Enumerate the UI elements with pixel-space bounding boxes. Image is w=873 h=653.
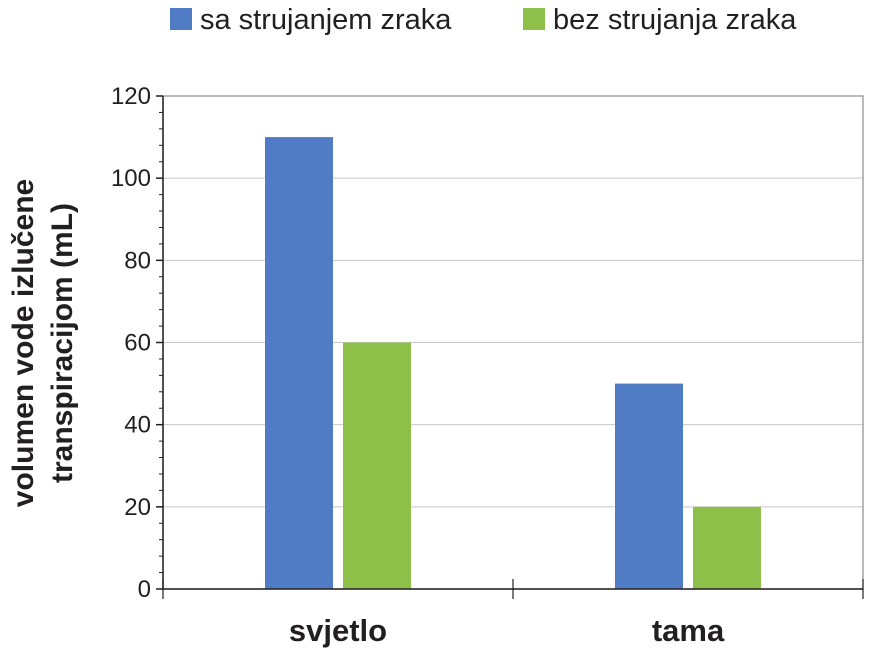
bar-svjetlo-sa-strujanjem-zraka (265, 137, 333, 590)
y-tick-label-0: 0 (138, 576, 151, 603)
y-tick-label-80: 80 (124, 247, 151, 274)
legend: sa strujanjem zraka bez strujanja zraka (170, 4, 797, 36)
y-tick-label-60: 60 (124, 330, 151, 357)
bar-tama-sa-strujanjem-zraka (615, 383, 683, 589)
y-tick-label-100: 100 (111, 165, 151, 192)
axes (156, 95, 864, 599)
y-axis-label-line-2: transpiracijom (mL) (46, 203, 79, 483)
y-tick-label-120: 120 (111, 83, 151, 110)
y-tick-label-40: 40 (124, 412, 151, 439)
bar-svjetlo-bez-strujanja-zraka (343, 342, 411, 589)
y-axis-label-line-1: volumen vode izlučene (7, 179, 40, 507)
x-axis-category-labels: svjetlo tama (289, 613, 725, 648)
x-category-label-tama: tama (652, 613, 725, 648)
y-axis-tick-labels: 0 20 40 60 80 100 120 (111, 83, 151, 603)
legend-swatch-bez-strujanja-zraka (523, 8, 545, 30)
legend-label-bez-strujanja-zraka: bez strujanja zraka (553, 4, 797, 36)
legend-label-sa-strujanjem-zraka: sa strujanjem zraka (200, 4, 452, 36)
bars (265, 137, 761, 590)
bar-tama-bez-strujanja-zraka (693, 506, 761, 589)
legend-swatch-sa-strujanjem-zraka (170, 8, 192, 30)
x-category-label-svjetlo: svjetlo (289, 613, 387, 648)
y-tick-label-20: 20 (124, 494, 151, 521)
